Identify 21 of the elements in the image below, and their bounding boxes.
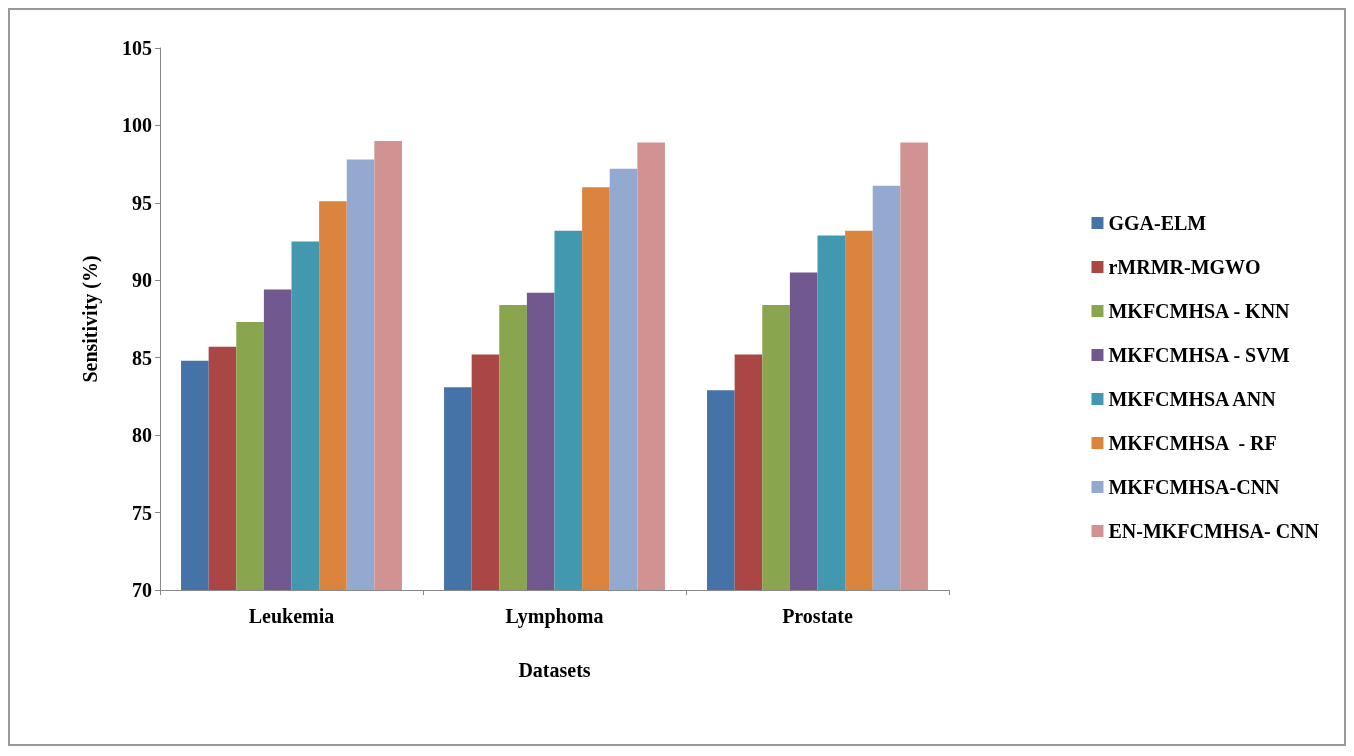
- y-tick-label: 70: [132, 579, 152, 601]
- y-tick-label: 80: [132, 424, 152, 447]
- y-axis-title: Sensitivity (%): [79, 255, 102, 383]
- y-tick-label: 95: [132, 191, 152, 214]
- legend-label: rMRMR-MGWO: [1108, 256, 1261, 278]
- legend-label: MKFCMHSA - SVM: [1108, 344, 1290, 366]
- x-axis-title: Datasets: [518, 659, 591, 681]
- legend-label: EN-MKFCMHSA- CNN: [1108, 520, 1320, 542]
- x-tick-label: Prostate: [782, 605, 853, 627]
- y-tick-label: 85: [132, 346, 152, 369]
- legend-label: GGA-ELM: [1108, 212, 1207, 234]
- y-tick-label: 75: [132, 501, 152, 524]
- legend-label: MKFCMHSA - KNN: [1108, 300, 1291, 322]
- legend-label: MKFCMHSA-CNN: [1108, 476, 1281, 498]
- y-tick-label: 90: [132, 269, 152, 292]
- legend-label: MKFCMHSA ANN: [1108, 388, 1277, 410]
- y-tick-label: 105: [122, 37, 152, 59]
- legend-label: MKFCMHSA - RF: [1108, 432, 1277, 454]
- x-tick-label: Leukemia: [248, 605, 335, 627]
- y-tick-label: 100: [122, 114, 152, 137]
- x-tick-label: Lymphoma: [505, 605, 604, 628]
